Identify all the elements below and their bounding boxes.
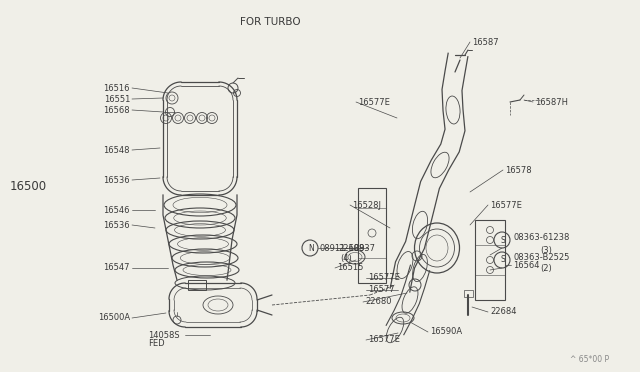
Text: (4): (4)	[340, 254, 352, 263]
Text: 16548: 16548	[104, 145, 130, 154]
Text: 22684: 22684	[490, 308, 516, 317]
Bar	[358, 188, 386, 283]
Text: 16587H: 16587H	[535, 97, 568, 106]
Text: (2): (2)	[540, 263, 552, 273]
Text: 16536: 16536	[104, 176, 130, 185]
Text: 16577E: 16577E	[358, 97, 390, 106]
Text: S: S	[500, 235, 506, 244]
Text: 16536: 16536	[104, 221, 130, 230]
Text: 08363-B2525: 08363-B2525	[513, 253, 570, 262]
Text: 22680: 22680	[365, 298, 392, 307]
Text: 16578: 16578	[505, 166, 532, 174]
Text: 16564: 16564	[513, 260, 540, 269]
Text: 16590A: 16590A	[430, 327, 462, 337]
Text: 16500A: 16500A	[98, 314, 130, 323]
Bar	[475, 220, 505, 300]
Text: 16587: 16587	[472, 38, 499, 46]
Text: 14058S: 14058S	[148, 330, 180, 340]
Text: 16500: 16500	[10, 180, 47, 192]
Text: 16515: 16515	[337, 263, 364, 273]
Text: 16577E: 16577E	[368, 273, 400, 282]
Text: 16577E: 16577E	[490, 201, 522, 209]
Text: 22689: 22689	[338, 244, 365, 253]
Text: ^ 65*00 P: ^ 65*00 P	[570, 356, 609, 365]
Text: 16577: 16577	[368, 285, 395, 295]
Text: N: N	[308, 244, 314, 253]
Text: (3): (3)	[540, 246, 552, 254]
Text: 16546: 16546	[104, 205, 130, 215]
Text: 08363-61238: 08363-61238	[513, 232, 570, 241]
Text: FED: FED	[148, 340, 164, 349]
Text: 16568: 16568	[104, 106, 130, 115]
Text: 16547: 16547	[104, 263, 130, 273]
Text: 16528J: 16528J	[352, 201, 381, 209]
Text: 16577E: 16577E	[368, 336, 400, 344]
Text: FOR TURBO: FOR TURBO	[240, 17, 301, 27]
Text: 08911-10837: 08911-10837	[320, 244, 376, 253]
Text: 16516: 16516	[104, 83, 130, 93]
Text: S: S	[500, 256, 506, 264]
Bar	[464, 290, 473, 297]
Text: 16551: 16551	[104, 94, 130, 103]
Bar	[188, 280, 206, 290]
